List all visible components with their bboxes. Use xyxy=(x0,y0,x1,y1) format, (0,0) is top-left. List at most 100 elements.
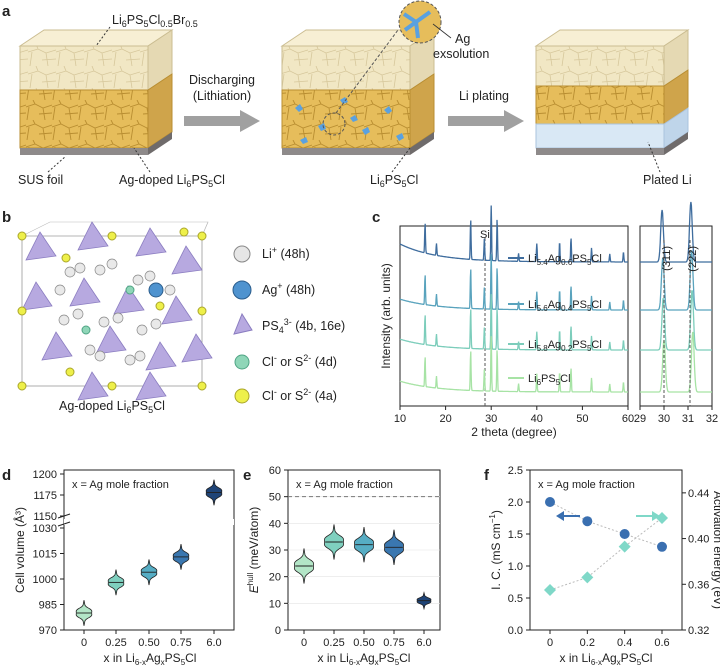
xrd-series-line xyxy=(399,254,628,311)
ps4-tetrahedron xyxy=(21,281,53,311)
ps4-tetrahedron xyxy=(113,285,145,315)
ic-point xyxy=(582,516,593,527)
li-atom xyxy=(150,318,162,330)
si-label: Si xyxy=(480,229,490,241)
panel-d-ytick: 1015 xyxy=(33,549,57,561)
ic-point xyxy=(545,497,555,507)
ag-atom xyxy=(148,282,164,298)
li-atom xyxy=(64,266,76,278)
panel-d: x = Ag mole fraction Cell volume (Å³) x … xyxy=(12,469,235,667)
panel-e-annotation: x = Ag mole fraction xyxy=(296,479,393,491)
panel-f-xlabel: x in Li6-xAgxPS5Cl xyxy=(560,651,653,667)
panel-label-a: a xyxy=(2,3,11,20)
panel-d-ytick: 1030 xyxy=(33,523,57,535)
arrow-plating: Li plating xyxy=(448,89,524,132)
panel-e-xtick: 0.25 xyxy=(323,637,344,649)
panel-f: x = Ag mole fraction I. C. (mS cm−1) Act… xyxy=(488,465,720,667)
ag-exsolution-bubble: Ag exsolution xyxy=(398,0,489,61)
ps4-tetrahedron xyxy=(135,371,167,401)
panel-f-y2tick: 0.32 xyxy=(688,625,709,637)
panel-f-y2label: Activation energy (eV) xyxy=(711,491,720,609)
li-atom xyxy=(132,274,144,286)
panel-b: Ag-doped Li6PS5Cl Li+ (48h) Ag+ (48h) PS… xyxy=(17,221,345,415)
panel-label-d: d xyxy=(2,467,11,484)
li-atom xyxy=(72,308,84,320)
ps4-tetrahedron xyxy=(95,325,127,355)
legend-x04: Li5.6Ag0.4PS5Cl xyxy=(528,299,602,313)
xrd-tick-label: 10 xyxy=(394,413,406,425)
cl-atom-4a xyxy=(17,306,27,316)
panel-e-xtick: 0.75 xyxy=(383,637,404,649)
cl-atom-4a xyxy=(65,367,75,377)
peak-label-222: (222) xyxy=(687,246,699,272)
xrd-zoom-series-line xyxy=(640,290,712,351)
panel-f-xtick: 0.6 xyxy=(654,637,669,649)
cl-atom-4a xyxy=(17,231,27,241)
panel-d-ytick: 970 xyxy=(39,625,57,637)
legend-cl-4d: Cl- or S2- (4d) xyxy=(262,353,337,369)
arrow-discharging: Discharging (Lithiation) xyxy=(184,73,260,132)
cl-atom-4a xyxy=(17,381,27,391)
panel-e-ytick: 30 xyxy=(269,545,281,557)
xrd-tick-label: 20 xyxy=(439,413,451,425)
panel-d-ytick: 1000 xyxy=(33,574,57,586)
xrd-zoom-tick-label: 32 xyxy=(706,413,718,425)
panel-d-xtick: 0.50 xyxy=(138,637,159,649)
xrd-curves xyxy=(399,205,628,393)
li-atom xyxy=(54,284,66,296)
li-atom xyxy=(74,262,86,274)
cell-block-initial xyxy=(18,29,174,155)
panel-b-caption: Ag-doped Li6PS5Cl xyxy=(59,399,165,415)
panel-f-frame xyxy=(529,469,683,631)
panel-f-ytick: 2.5 xyxy=(508,465,523,477)
cl-atom-4a xyxy=(197,381,207,391)
label-lpsc: Li6PS5Cl xyxy=(370,173,418,189)
xrd-tick-label: 30 xyxy=(485,413,497,425)
xrd-legend: Li5.4Ag0.6PS5Cl Li5.6Ag0.4PS5Cl Li5.8Ag0… xyxy=(508,253,602,387)
arrow-plating-label: Li plating xyxy=(459,89,509,103)
ea-point xyxy=(544,584,556,596)
peak-label-311: (311) xyxy=(661,246,673,271)
li-atom xyxy=(124,354,136,366)
cl-atom-4a xyxy=(107,231,117,241)
cl-atom-4a xyxy=(197,231,207,241)
xrd-zoom-frame xyxy=(639,225,713,407)
li-atom xyxy=(58,314,70,326)
li-atom xyxy=(112,312,124,324)
panel-e-ytick: 40 xyxy=(269,518,281,530)
panel-label-b: b xyxy=(2,209,11,226)
ps4-tetrahedron xyxy=(171,245,203,275)
ps4-tetrahedron xyxy=(41,331,73,361)
panel-d-xtick: 6.0 xyxy=(206,637,221,649)
panel-d-ytick: 1175 xyxy=(33,490,57,502)
ic-point xyxy=(619,529,630,539)
li-atom xyxy=(134,350,146,362)
arrow-discharging-label-1: Discharging xyxy=(189,73,255,87)
panel-d-ytick: 985 xyxy=(39,600,57,612)
panel-d-xlabel: x in Li6-xAgxPS5Cl xyxy=(104,651,197,667)
xrd-zoom-tick-label: 29 xyxy=(634,413,646,425)
panel-e-xtick: 0.50 xyxy=(353,637,374,649)
bubble-label-ag: Ag xyxy=(455,32,470,46)
panel-e-ytick: 60 xyxy=(269,465,281,477)
cl-atom-4a xyxy=(155,301,165,311)
bubble-label-exsolution: exsolution xyxy=(433,47,489,61)
xrd-plot-frame xyxy=(399,225,629,407)
xrd-ylabel: Intensity (arb. units) xyxy=(379,263,393,368)
cl-atom-4d xyxy=(125,285,135,295)
panel-e-ticks: 0 10 20 30 40 50 60 0 0.25 0.50 0.75 6.0 xyxy=(269,465,440,649)
panel-e-xlabel: x in Li6-xAgxPS5Cl xyxy=(318,651,411,667)
panel-e: x = Ag mole fraction Ehull (meV/atom) x … xyxy=(246,465,441,667)
xrd-tick-label: 60 xyxy=(622,413,634,425)
xrd-tick-label: 50 xyxy=(576,413,588,425)
crystal-structure xyxy=(17,221,213,401)
xrd-xlabel: 2 theta (degree) xyxy=(471,425,556,439)
legend-li: Li+ (48h) xyxy=(262,245,310,261)
xrd-zoom-series-line xyxy=(640,331,712,393)
xrd-series-line xyxy=(399,294,628,351)
panel-b-legend: Li+ (48h) Ag+ (48h) PS43- (4b, 16e) Cl- … xyxy=(232,245,345,404)
panel-e-ytick: 20 xyxy=(269,572,281,584)
panel-f-xtick: 0.4 xyxy=(617,637,632,649)
